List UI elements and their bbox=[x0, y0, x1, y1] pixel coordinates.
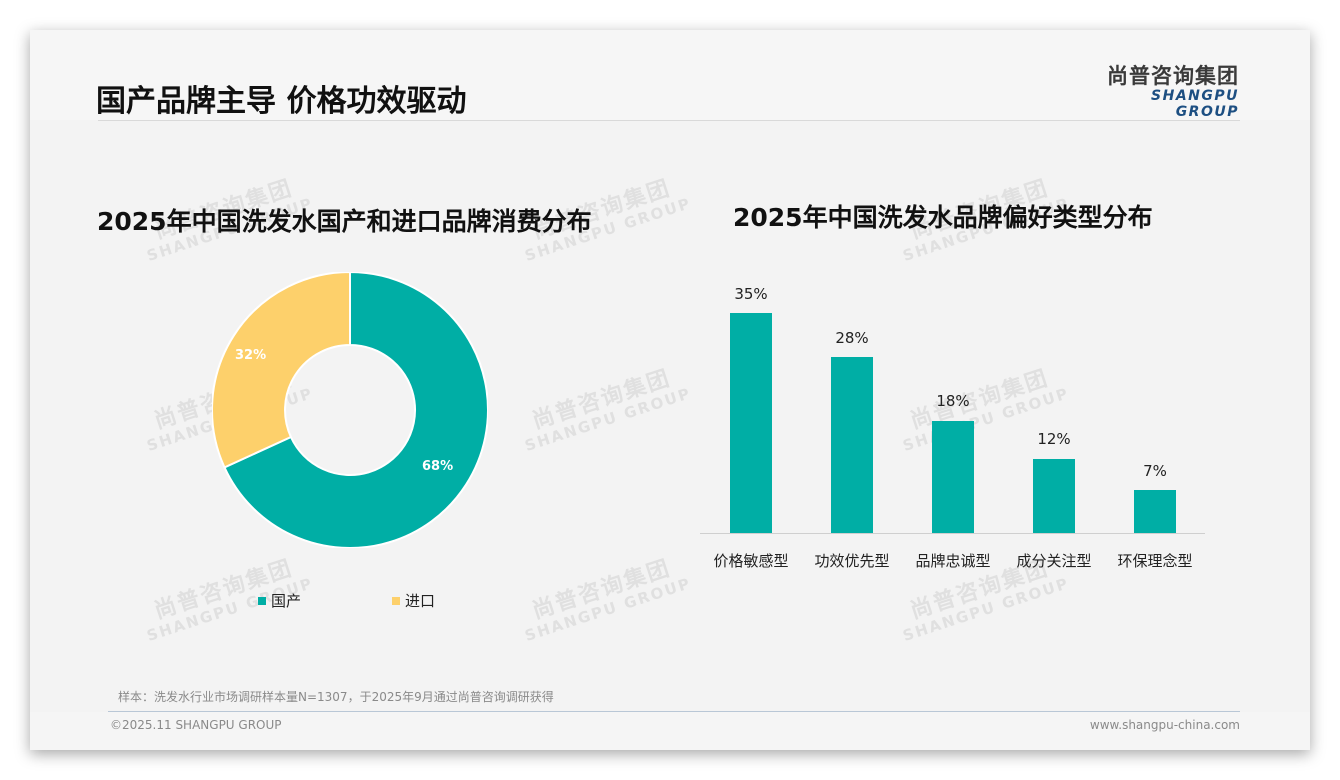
bar-efficacy-first bbox=[831, 357, 873, 533]
donut-chart-title: 2025年中国洗发水国产和进口品牌消费分布 bbox=[97, 207, 592, 236]
website-link[interactable]: www.shangpu-china.com bbox=[1089, 718, 1240, 732]
x-axis-label: 功效优先型 bbox=[814, 552, 890, 570]
bar-value-label: 7% bbox=[1143, 462, 1167, 480]
footer-band bbox=[30, 712, 1310, 750]
company-logo: 尚普咨询集团 SHANGPU GROUP bbox=[1087, 64, 1239, 120]
page-title: 国产品牌主导 价格功效驱动 bbox=[96, 84, 467, 119]
donut-chart bbox=[212, 272, 488, 548]
x-axis-label: 环保理念型 bbox=[1117, 552, 1193, 570]
legend-swatch-teal bbox=[258, 596, 266, 605]
donut-label-domestic: 68% bbox=[422, 459, 454, 474]
donut-label-import: 32% bbox=[235, 348, 267, 363]
bar-brand-loyal bbox=[932, 421, 974, 533]
title-divider bbox=[98, 120, 1240, 121]
legend-swatch-yellow bbox=[392, 596, 400, 605]
donut-slice-domestic bbox=[223, 272, 488, 548]
bar-value-label: 18% bbox=[936, 392, 970, 410]
bar-chart-title: 2025年中国洗发水品牌偏好类型分布 bbox=[733, 203, 1153, 232]
logo-cn-text: 尚普咨询集团 bbox=[1107, 64, 1239, 88]
x-axis-label: 品牌忠诚型 bbox=[915, 552, 991, 570]
copyright-text: ©2025.11 SHANGPU GROUP bbox=[110, 718, 282, 732]
legend-label: 国产 bbox=[271, 592, 302, 610]
legend-item-domestic: 国产 bbox=[258, 590, 301, 611]
footer-divider bbox=[108, 711, 1240, 712]
donut-slice-import bbox=[212, 272, 351, 469]
bar-value-label: 35% bbox=[734, 285, 768, 303]
x-axis-label: 价格敏感型 bbox=[713, 552, 789, 570]
legend-item-import: 进口 bbox=[392, 590, 435, 611]
bar-value-label: 12% bbox=[1037, 430, 1071, 448]
x-axis-line bbox=[700, 533, 1205, 534]
bar-ingredient-focused bbox=[1033, 459, 1075, 533]
bar-value-label: 28% bbox=[835, 329, 869, 347]
slide: 尚普咨询集团 SHANGPU GROUP 尚普咨询集团 SHANGPU GROUP … bbox=[30, 30, 1310, 750]
x-axis-label: 成分关注型 bbox=[1016, 552, 1092, 570]
bar-eco-minded bbox=[1134, 490, 1176, 533]
header-band bbox=[30, 30, 1310, 120]
legend-label: 进口 bbox=[405, 592, 436, 610]
bar-price-sensitive bbox=[730, 313, 772, 533]
sample-note: 样本：洗发水行业市场调研样本量N=1307，于2025年9月通过尚普咨询调研获得 bbox=[118, 690, 554, 704]
logo-en-text: SHANGPU GROUP bbox=[1151, 88, 1239, 120]
